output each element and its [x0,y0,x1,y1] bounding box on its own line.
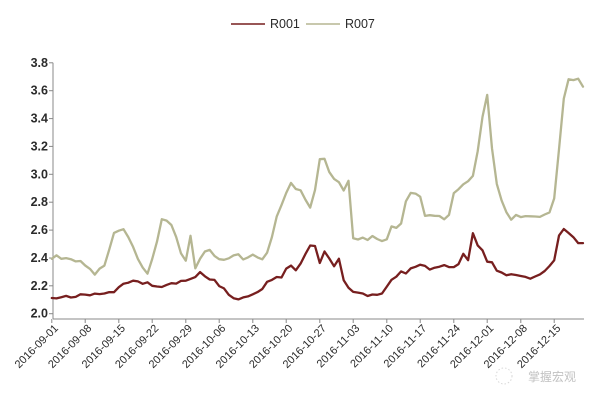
svg-text:2.6: 2.6 [31,223,48,237]
svg-text:R001: R001 [270,17,300,31]
svg-text:3.8: 3.8 [31,56,48,70]
svg-text:R007: R007 [345,17,375,31]
svg-text:3.4: 3.4 [31,112,48,126]
svg-text:3.6: 3.6 [31,84,48,98]
svg-text:3.0: 3.0 [31,167,48,181]
svg-text:2.0: 2.0 [31,307,48,321]
svg-text:3.2: 3.2 [31,139,48,153]
svg-text:2.2: 2.2 [31,279,48,293]
svg-text:2.8: 2.8 [31,195,48,209]
svg-text:2.4: 2.4 [31,251,48,265]
svg-text:掌握宏观: 掌握宏观 [528,369,576,384]
